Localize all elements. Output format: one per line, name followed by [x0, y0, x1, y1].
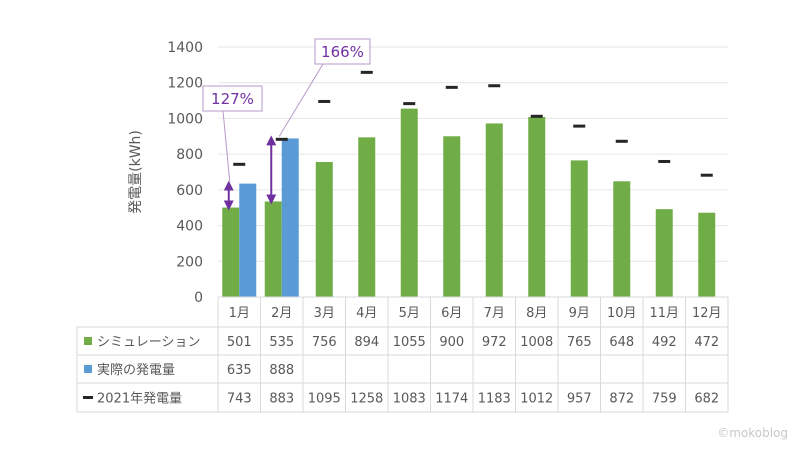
category-label: 12月 [692, 306, 722, 321]
callout-box [314, 38, 371, 65]
marker-2021 [275, 137, 288, 141]
y-tick-label: 800 [176, 147, 203, 163]
table-value: 1183 [478, 392, 511, 407]
table-value: 1055 [393, 335, 426, 350]
watermark: ©mokoblog [717, 426, 788, 440]
marker-2021 [573, 124, 586, 128]
table-value: 1095 [308, 392, 341, 407]
category-label: 8月 [526, 306, 547, 321]
table-value: 635 [227, 363, 252, 378]
y-tick-label: 1000 [167, 111, 203, 127]
bar-simulation [655, 209, 673, 297]
category-label: 9月 [569, 306, 590, 321]
table-value: 972 [482, 335, 507, 350]
table-value: 743 [227, 392, 252, 407]
table-value: 501 [227, 335, 252, 350]
y-tick-label: 200 [176, 254, 203, 270]
table-value: 900 [439, 335, 464, 350]
legend-key [83, 396, 93, 399]
bar-simulation [570, 160, 588, 297]
y-tick-label: 400 [176, 219, 203, 235]
category-label: 7月 [484, 306, 505, 321]
y-tick-label: 600 [176, 183, 203, 199]
table-value: 1083 [393, 392, 426, 407]
bar-simulation [443, 136, 461, 297]
y-axis-label: 発電量(kWh) [128, 130, 144, 214]
callout-label: 166% [321, 43, 364, 61]
bar-simulation [698, 212, 716, 297]
bar-simulation [485, 123, 503, 297]
y-axis: 0 200 400 600 800 1000 1200 1400 [167, 40, 203, 306]
bar-simulation [358, 137, 376, 297]
marker-2021 [615, 139, 628, 143]
table-value: 883 [269, 392, 294, 407]
table-value: 1258 [350, 392, 383, 407]
marker-2021 [530, 114, 543, 118]
table-value: 872 [609, 392, 634, 407]
bar-simulation [400, 108, 418, 297]
marker-2021 [700, 173, 713, 177]
category-label: 4月 [356, 306, 377, 321]
marker-2021 [658, 159, 671, 163]
marker-2021 [318, 99, 331, 103]
bar-simulation [613, 181, 631, 297]
bar-simulation [264, 201, 282, 297]
annotations: 127% 166% [202, 38, 371, 211]
marker-2021 [488, 84, 501, 88]
callout-leader [278, 63, 324, 137]
table-value: 888 [269, 363, 294, 378]
callout-box [202, 85, 263, 112]
category-label: 2月 [271, 306, 292, 321]
legend-label: 実際の発電量 [97, 362, 175, 378]
table-value: 759 [652, 392, 677, 407]
markers-2021 [233, 70, 713, 177]
bar-simulation [528, 117, 546, 297]
callout-leader [222, 110, 231, 182]
table-value: 765 [567, 335, 592, 350]
legend-key [84, 365, 92, 373]
category-label: 1月 [229, 306, 250, 321]
table-value: 682 [694, 392, 719, 407]
table-value: 648 [609, 335, 634, 350]
table-value: 472 [694, 335, 719, 350]
table-value: 756 [312, 335, 337, 350]
gridlines [218, 46, 728, 298]
y-tick-label: 0 [194, 290, 203, 306]
marker-2021 [403, 102, 416, 106]
table-value: 1008 [520, 335, 553, 350]
table-value: 535 [269, 335, 294, 350]
marker-2021 [445, 85, 458, 89]
bar-actual [239, 183, 257, 297]
table-value: 1174 [435, 392, 468, 407]
callout-label: 127% [211, 90, 254, 108]
bar-simulation [222, 207, 240, 297]
table-value: 1012 [520, 392, 553, 407]
legend-label: 2021年発電量 [97, 392, 182, 407]
marker-2021 [360, 70, 373, 74]
table-value: 894 [354, 335, 379, 350]
category-label: 10月 [607, 306, 637, 321]
y-tick-label: 1200 [167, 76, 203, 92]
category-label: 11月 [649, 306, 679, 321]
marker-2021 [233, 162, 246, 166]
table-value: 492 [652, 335, 677, 350]
category-label: 6月 [441, 306, 462, 321]
bar-simulation [315, 162, 333, 297]
table-value: 957 [567, 392, 592, 407]
bar-actual [281, 138, 299, 297]
category-label: 3月 [314, 306, 335, 321]
y-tick-label: 1400 [167, 40, 203, 56]
bars [222, 108, 716, 297]
category-label: 5月 [399, 306, 420, 321]
legend-key [84, 337, 92, 345]
legend-label: シミュレーション [97, 335, 200, 350]
